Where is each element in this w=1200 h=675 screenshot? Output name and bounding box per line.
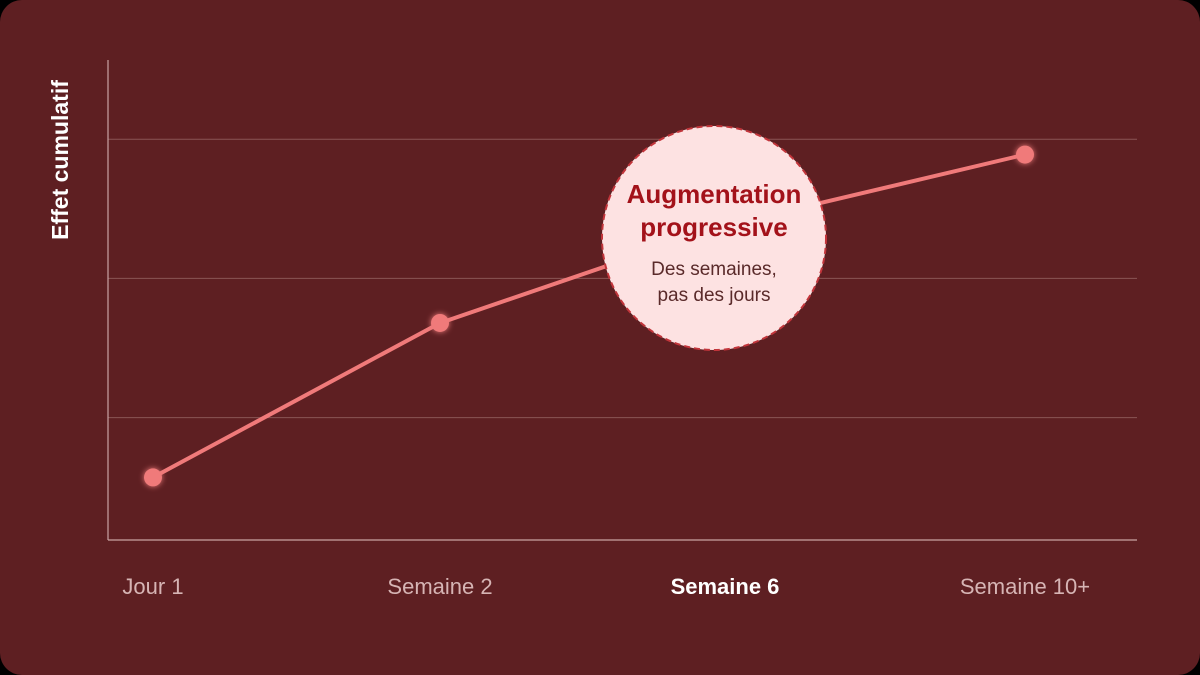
callout: Augmentation progressive Des semaines, p… — [601, 125, 827, 351]
callout-title: Augmentation — [627, 179, 802, 209]
callout-circle — [601, 125, 827, 351]
x-tick-label: Semaine 2 — [387, 574, 492, 599]
y-axis-label: Effet cumulatif — [47, 80, 73, 240]
x-tick-label: Semaine 6 — [671, 574, 780, 599]
x-tick-label: Semaine 10+ — [960, 574, 1090, 599]
callout-title: progressive — [640, 212, 787, 242]
line — [152, 152, 1026, 480]
callout-text: pas des jours — [657, 285, 770, 306]
callout-text: Des semaines, — [651, 259, 777, 280]
marker — [1016, 145, 1034, 164]
marker — [144, 468, 162, 487]
marker — [431, 313, 449, 332]
x-tick-label: Jour 1 — [122, 574, 183, 599]
